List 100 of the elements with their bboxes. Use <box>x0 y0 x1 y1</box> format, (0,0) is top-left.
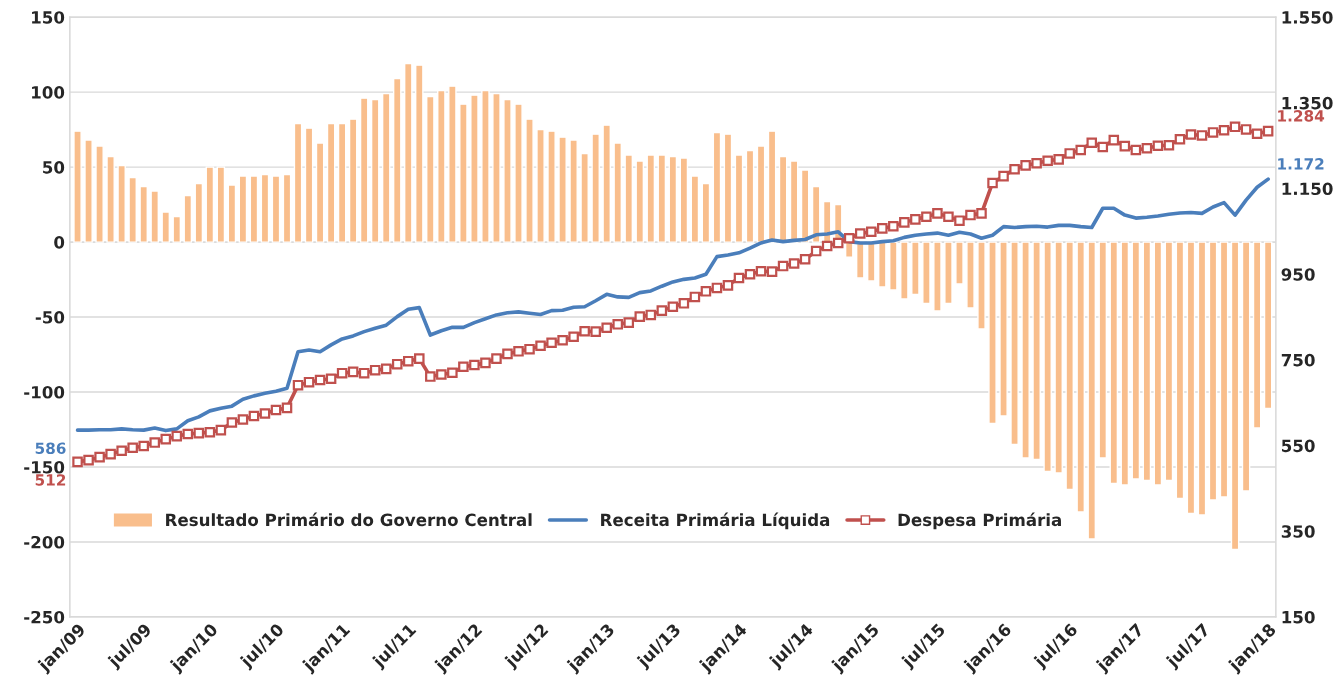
bar <box>1109 241 1119 485</box>
bar <box>977 241 986 330</box>
bar <box>227 184 237 243</box>
y-tick-label: 0 <box>54 236 65 249</box>
bar <box>657 154 667 243</box>
bar <box>315 142 325 243</box>
bar <box>723 133 733 243</box>
bar <box>1208 241 1218 501</box>
bar <box>381 92 391 243</box>
bar <box>525 118 534 243</box>
bar <box>966 241 975 309</box>
bar <box>1131 241 1141 480</box>
bar <box>183 194 193 243</box>
bar <box>701 182 711 243</box>
bar <box>337 122 347 243</box>
bar <box>492 92 501 243</box>
bar <box>293 122 303 243</box>
bar <box>348 118 358 243</box>
bar <box>900 241 909 300</box>
bar <box>503 98 512 243</box>
bar <box>1186 241 1196 515</box>
bar <box>84 139 93 243</box>
bar <box>1098 241 1108 459</box>
bar <box>1175 241 1185 500</box>
bar <box>878 241 887 288</box>
bar <box>988 241 997 425</box>
bar <box>668 155 678 243</box>
y-tick-label: 100 <box>32 86 65 99</box>
bar <box>1087 241 1097 540</box>
bar <box>734 154 744 243</box>
bar <box>911 241 920 296</box>
bar <box>415 64 424 243</box>
legend-label: Receita Primária Líquida <box>601 512 830 530</box>
legend-label: Despesa Primária <box>898 512 1061 530</box>
y-tick-label: -100 <box>24 385 65 399</box>
bar <box>591 133 600 243</box>
y-tick-label: -200 <box>24 535 65 549</box>
bar <box>128 176 137 243</box>
bar <box>955 241 964 285</box>
bar <box>944 241 953 305</box>
bar <box>403 62 413 243</box>
bar <box>139 185 148 243</box>
data-label: 1.172 <box>1278 158 1324 170</box>
bar <box>437 89 446 243</box>
bar <box>95 145 104 243</box>
bar <box>922 241 931 305</box>
bar <box>778 155 788 243</box>
bar <box>161 211 171 243</box>
bar <box>470 94 479 243</box>
bar <box>117 164 126 243</box>
bar <box>238 175 248 243</box>
bar <box>866 241 876 282</box>
bar <box>392 77 402 243</box>
bar <box>1076 241 1086 513</box>
bar <box>889 241 898 291</box>
bar <box>172 215 182 243</box>
bar <box>635 160 645 243</box>
bar <box>536 128 545 243</box>
y2-tick-label: 350 <box>1281 525 1315 538</box>
bar <box>448 85 457 243</box>
data-label: 586 <box>35 442 66 455</box>
data-label: 1.284 <box>1278 110 1325 122</box>
bar <box>580 152 589 243</box>
bar <box>547 130 556 243</box>
bar <box>1197 241 1207 516</box>
bar <box>646 154 656 243</box>
bar <box>1241 241 1251 492</box>
y2-tick-label: 1.350 <box>1282 96 1333 110</box>
bar <box>999 241 1008 417</box>
y-tick-label: 150 <box>32 11 65 24</box>
bar <box>1153 241 1163 486</box>
bar <box>800 169 810 243</box>
y2-tick-label: 1.550 <box>1282 11 1333 24</box>
legend-label: Resultado Primário do Governo Central <box>166 512 532 527</box>
bar <box>194 182 204 243</box>
bar <box>304 127 314 243</box>
bar <box>1142 241 1152 482</box>
bar <box>613 142 623 243</box>
y-tick-label: -250 <box>24 610 65 624</box>
y-tick-label: 50 <box>43 161 65 174</box>
bar <box>514 103 523 243</box>
bar <box>789 160 799 243</box>
bar <box>216 166 226 243</box>
bar <box>1021 241 1030 459</box>
bar <box>558 136 567 243</box>
bar <box>767 130 777 243</box>
y2-tick-label: 950 <box>1281 268 1315 281</box>
data-label: 512 <box>35 474 66 486</box>
bar <box>624 154 634 243</box>
bar <box>602 124 611 243</box>
bar <box>1164 241 1174 482</box>
bar <box>282 173 292 243</box>
bar <box>1252 241 1262 429</box>
bar <box>712 131 722 243</box>
bar <box>1219 241 1229 498</box>
bar <box>249 175 259 243</box>
bar <box>205 166 215 243</box>
bar <box>271 175 281 243</box>
bar <box>1230 241 1240 551</box>
bar <box>690 175 700 243</box>
